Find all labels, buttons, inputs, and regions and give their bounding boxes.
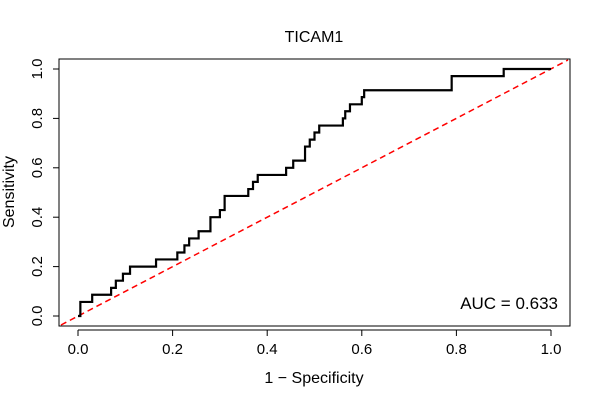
y-tick-label: 0.6 <box>29 157 46 178</box>
x-tick-label: 0.6 <box>351 341 372 358</box>
y-axis-label: Sensitivity <box>1 156 18 228</box>
y-tick-label: 0.0 <box>29 306 46 327</box>
x-tick-label: 0.4 <box>257 341 278 358</box>
chart-title: TICAM1 <box>285 29 344 46</box>
x-axis-label: 1 − Specificity <box>264 370 363 387</box>
x-tick-label: 0.2 <box>162 341 183 358</box>
reference-diagonal-line <box>60 59 569 326</box>
y-tick-label: 0.2 <box>29 256 46 277</box>
y-axis: 0.0 0.2 0.4 0.6 0.8 1.0 <box>29 59 60 327</box>
x-tick-label: 1.0 <box>541 341 562 358</box>
y-tick-label: 0.8 <box>29 108 46 129</box>
auc-annotation: AUC = 0.633 <box>460 294 558 313</box>
x-axis: 0.0 0.2 0.4 0.6 0.8 1.0 <box>68 329 562 358</box>
roc-curve-line <box>78 67 551 318</box>
y-tick-label: 0.4 <box>29 207 46 228</box>
x-tick-label: 0.8 <box>446 341 467 358</box>
y-tick-label: 1.0 <box>29 59 46 80</box>
x-tick-label: 0.0 <box>68 341 89 358</box>
